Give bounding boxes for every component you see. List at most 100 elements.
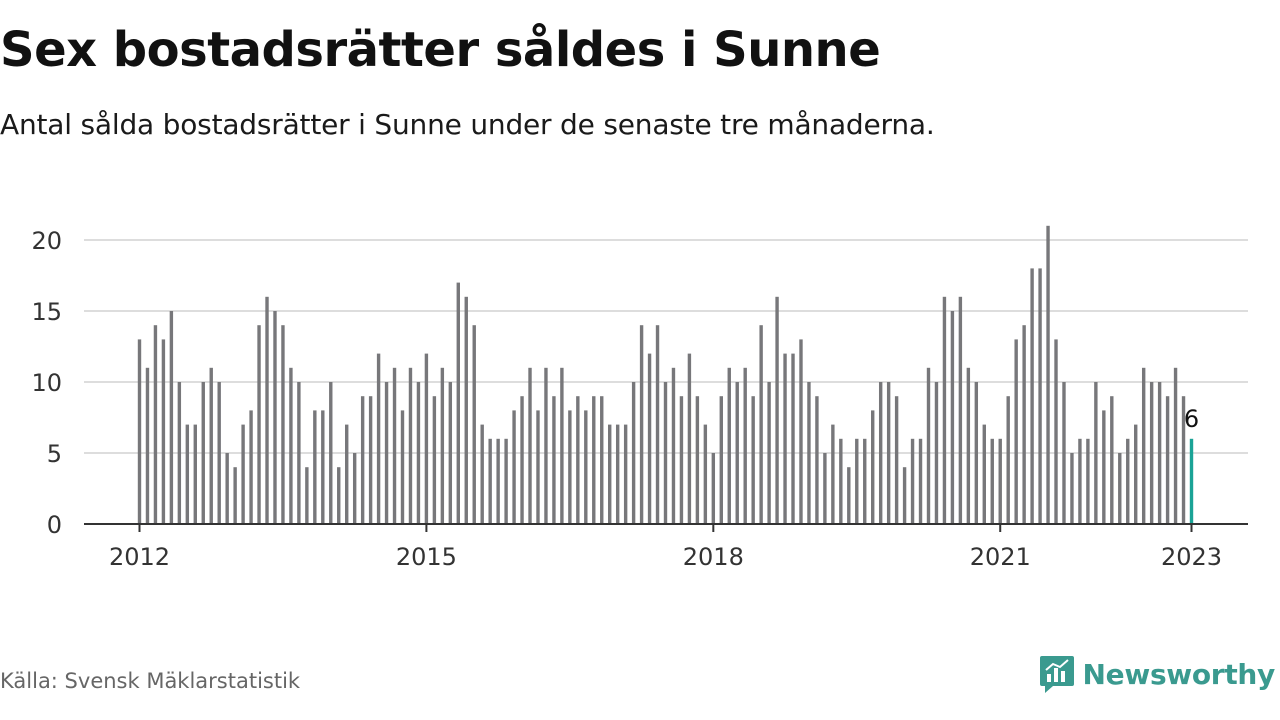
bar	[623, 424, 628, 524]
bar	[799, 339, 803, 524]
bar	[807, 382, 811, 524]
bar	[1014, 339, 1018, 524]
bar	[472, 325, 476, 524]
bar	[775, 296, 779, 524]
bar	[544, 367, 548, 524]
bar	[823, 453, 827, 524]
bar	[1141, 367, 1146, 524]
x-tick-label: 2015	[396, 543, 457, 571]
bar	[918, 438, 923, 524]
bar	[974, 382, 979, 524]
x-tick-label: 2023	[1161, 543, 1222, 571]
bar	[536, 410, 540, 524]
bar	[615, 424, 620, 524]
bar	[528, 367, 532, 524]
bar	[671, 367, 676, 524]
bar	[305, 467, 309, 524]
bar	[1046, 225, 1050, 525]
bar	[313, 410, 317, 524]
bar	[655, 325, 660, 524]
bar	[663, 382, 668, 524]
bar	[177, 382, 182, 524]
bar	[432, 396, 437, 524]
bar	[990, 438, 994, 524]
bar	[719, 396, 723, 524]
x-tick-label: 2021	[970, 543, 1031, 571]
bar	[1086, 438, 1090, 524]
x-tick-label: 2012	[109, 543, 170, 571]
bar	[743, 367, 747, 524]
x-tick-label: 2018	[683, 543, 744, 571]
bar	[703, 424, 708, 524]
bar	[257, 325, 261, 524]
y-tick-label: 5	[47, 440, 62, 468]
bar	[576, 396, 580, 524]
bar	[568, 410, 572, 524]
bar	[1134, 424, 1138, 524]
bar	[217, 382, 221, 524]
bar	[1078, 438, 1082, 524]
y-tick-label: 10	[31, 369, 62, 397]
bar	[878, 382, 883, 524]
bar	[1157, 382, 1162, 524]
bar	[1118, 453, 1122, 524]
x-axis: 2012 2015 2018 2021 2023	[84, 523, 1248, 571]
bar	[1173, 367, 1178, 524]
bar	[767, 382, 771, 524]
bar	[512, 410, 516, 524]
bar	[942, 296, 947, 524]
bar	[958, 296, 963, 524]
source-note: Källa: Svensk Mäklarstatistik	[0, 669, 301, 693]
bar	[440, 367, 445, 524]
bar	[1022, 325, 1026, 524]
bar	[727, 367, 731, 524]
bar	[839, 438, 843, 524]
y-tick-label: 15	[31, 298, 62, 326]
y-tick-label: 0	[47, 511, 62, 539]
bar	[448, 382, 453, 524]
bar	[193, 424, 197, 524]
bar	[608, 424, 612, 524]
highlight-value-label: 6	[1184, 405, 1199, 433]
bar	[886, 382, 891, 524]
bar	[384, 382, 389, 524]
brand-name: Newsworthy	[1082, 657, 1276, 691]
bar	[345, 424, 349, 524]
bar	[711, 453, 716, 524]
bar	[241, 424, 245, 524]
bar	[488, 438, 492, 524]
bar	[321, 410, 325, 524]
bar	[1030, 268, 1034, 524]
data-labels: 6	[1184, 405, 1199, 433]
bar	[1070, 453, 1074, 524]
bar	[1094, 382, 1098, 524]
brand-logo[interactable]: Newsworthy	[1039, 654, 1275, 694]
bar-highlight	[1189, 438, 1194, 524]
bar	[400, 410, 405, 524]
bar	[1181, 396, 1186, 524]
newsworthy-logo-icon	[1039, 656, 1074, 693]
bar	[281, 325, 285, 524]
bar	[153, 325, 158, 524]
bar	[1006, 396, 1010, 524]
bar	[584, 410, 588, 524]
bar	[337, 467, 341, 524]
bar	[424, 353, 429, 524]
bar	[161, 339, 166, 524]
bar	[791, 353, 795, 524]
bar	[759, 325, 763, 524]
bar	[910, 438, 915, 524]
bar	[480, 424, 484, 524]
bar	[392, 367, 397, 524]
bar	[894, 396, 899, 524]
bar	[360, 396, 365, 524]
bar	[592, 396, 596, 524]
bar	[647, 353, 652, 524]
bar	[273, 311, 277, 524]
bar	[169, 311, 174, 524]
bar	[352, 453, 357, 524]
bar	[520, 396, 524, 524]
bar	[966, 367, 971, 524]
bar	[687, 353, 692, 524]
